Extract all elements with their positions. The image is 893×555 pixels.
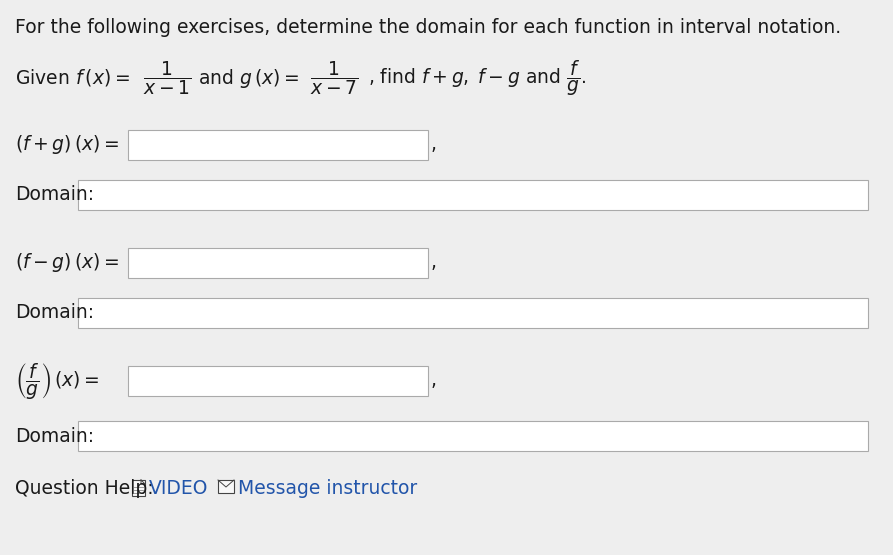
Text: Message instructor: Message instructor	[238, 478, 417, 497]
Text: ,: ,	[431, 371, 437, 391]
Text: ,: ,	[431, 135, 437, 154]
Text: Domain:: Domain:	[15, 185, 94, 204]
Text: Domain:: Domain:	[15, 304, 94, 322]
Text: $\dfrac{1}{x-1}$: $\dfrac{1}{x-1}$	[143, 59, 191, 97]
Bar	[128, 366, 428, 396]
Text: For the following exercises, determine the domain for each function in interval : For the following exercises, determine t…	[15, 18, 841, 37]
Text: Given $f\,(x)=$: Given $f\,(x)=$	[15, 68, 130, 88]
Text: $(f-g)\,(x)=$: $(f-g)\,(x)=$	[15, 251, 120, 275]
Text: Question Help:: Question Help:	[15, 478, 160, 497]
Text: Domain:: Domain:	[15, 426, 94, 446]
Text: $\left(\dfrac{f}{g}\right)\,(x)=$: $\left(\dfrac{f}{g}\right)\,(x)=$	[15, 361, 100, 401]
Bar	[78, 421, 868, 451]
Text: $(f+g)\,(x)=$: $(f+g)\,(x)=$	[15, 134, 120, 157]
Text: $\dfrac{1}{x-7}$: $\dfrac{1}{x-7}$	[310, 59, 358, 97]
Bar	[218, 480, 234, 493]
Bar	[132, 480, 145, 496]
Bar	[128, 130, 428, 160]
Bar	[128, 248, 428, 278]
Text: VIDEO: VIDEO	[149, 478, 208, 497]
Bar	[78, 298, 868, 328]
Text: and $g\,(x)=$: and $g\,(x)=$	[198, 67, 299, 89]
Text: , find $f+g,\; f-g$ and $\dfrac{f}{g}$.: , find $f+g,\; f-g$ and $\dfrac{f}{g}$.	[368, 58, 587, 98]
Text: ,: ,	[431, 254, 437, 273]
Bar	[78, 180, 868, 210]
